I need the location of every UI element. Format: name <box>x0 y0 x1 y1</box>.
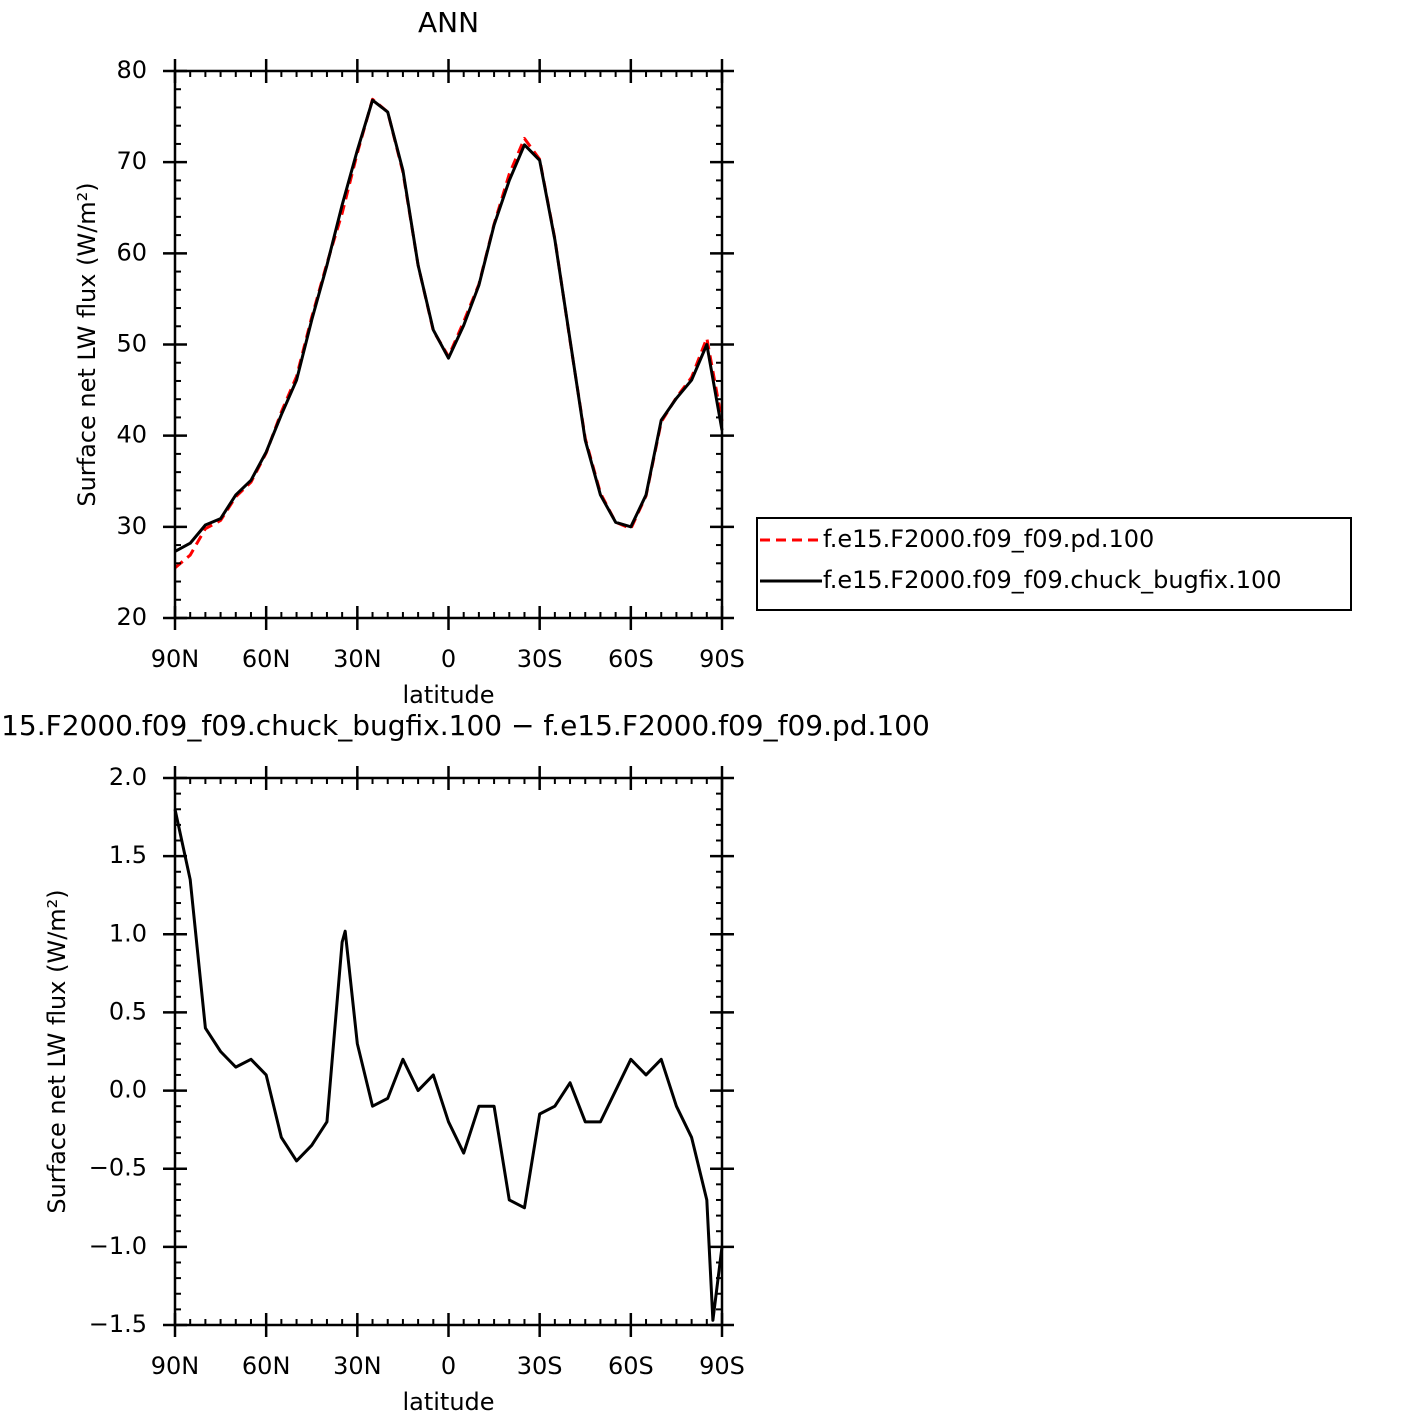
x-tick-label: 60S <box>608 1352 654 1380</box>
plot-frame <box>173 776 724 1327</box>
y-tick-label: 60 <box>116 238 147 266</box>
legend-box <box>756 517 1352 611</box>
legend-label: f.e15.F2000.f09_f09.chuck_bugfix.100 <box>823 566 1282 594</box>
chart-title: ANN <box>418 6 479 39</box>
x-tick-label: 90S <box>699 645 745 673</box>
y-tick-label: −1.0 <box>89 1232 147 1260</box>
plot-frame <box>173 69 724 620</box>
chart-title: f.e15.F2000.f09_f09.chuck_bugfix.100 − f… <box>0 709 930 742</box>
x-tick-label: 0 <box>441 1352 456 1380</box>
legend-label: f.e15.F2000.f09_f09.pd.100 <box>823 525 1154 553</box>
y-tick-label: 70 <box>116 147 147 175</box>
y-tick-label: −1.5 <box>89 1310 147 1338</box>
y-axis-label: Surface net LW flux (W/m²) <box>73 182 101 506</box>
x-tick-label: 30S <box>517 1352 563 1380</box>
x-tick-label: 0 <box>441 645 456 673</box>
y-tick-label: 20 <box>116 603 147 631</box>
x-tick-label: 30N <box>333 645 382 673</box>
y-tick-label: 50 <box>116 330 147 358</box>
x-tick-label: 30N <box>333 1352 382 1380</box>
x-axis-label: latitude <box>402 1388 494 1416</box>
x-axis-label: latitude <box>402 681 494 709</box>
y-tick-label: 0.5 <box>109 997 147 1025</box>
y-tick-label: 1.0 <box>109 919 147 947</box>
y-tick-label: 1.5 <box>109 841 147 869</box>
y-tick-label: 40 <box>116 421 147 449</box>
data-line <box>174 97 724 570</box>
x-tick-label: 60S <box>608 645 654 673</box>
data-line <box>173 808 724 1322</box>
x-tick-label: 60N <box>242 645 291 673</box>
x-tick-label: 60N <box>242 1352 291 1380</box>
x-tick-label: 90N <box>151 1352 200 1380</box>
y-tick-label: 2.0 <box>109 763 147 791</box>
y-tick-label: −0.5 <box>89 1154 147 1182</box>
y-tick-label: 80 <box>116 56 147 84</box>
y-axis-label: Surface net LW flux (W/m²) <box>43 889 71 1213</box>
x-tick-label: 90S <box>699 1352 745 1380</box>
y-tick-label: 30 <box>116 512 147 540</box>
y-tick-label: 0.0 <box>109 1076 147 1104</box>
x-tick-label: 90N <box>151 645 200 673</box>
x-tick-label: 30S <box>517 645 563 673</box>
data-line <box>174 98 724 553</box>
